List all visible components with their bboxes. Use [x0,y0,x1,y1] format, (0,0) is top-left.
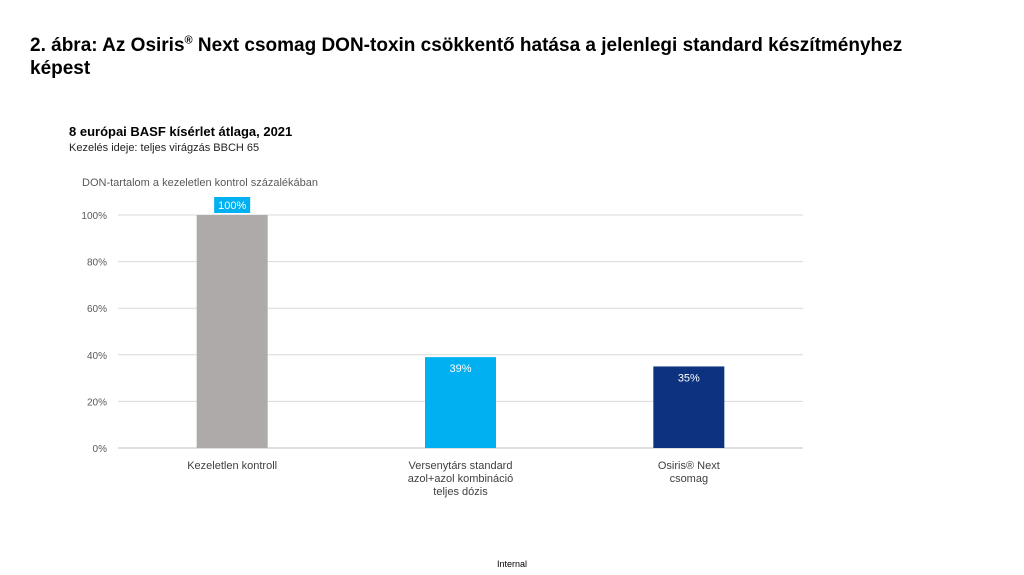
y-tick-label: 20% [87,397,107,408]
data-label: 39% [449,363,471,375]
y-axis-label: DON-tartalom a kezeletlen kontrol százal… [82,177,319,189]
x-tick-label: Osiris® Next [658,460,720,472]
data-label: 100% [218,200,246,212]
y-tick-label: 100% [81,211,107,222]
y-tick-label: 40% [87,351,107,362]
x-tick-label: Kezeletlen kontroll [187,460,277,472]
bar [425,357,496,448]
data-label: 35% [678,372,700,384]
bar [653,366,725,448]
classification-footer: Internal [496,559,528,569]
y-tick-label: 0% [93,444,108,455]
x-tick-label: azol+azol kombináció [408,473,513,485]
registered-mark: ® [184,34,193,47]
chart-title: 8 európai BASF kísérlet átlaga, 2021 [69,124,293,139]
data-label-box [214,197,251,213]
x-tick-label: teljes dózis [433,486,488,498]
bar [196,215,268,448]
figure-heading: 2. ábra: Az Osiris® Next csomag DON-toxi… [30,34,930,80]
heading-part-1: 2. ábra: Az Osiris [30,35,185,56]
y-tick-label: 80% [87,258,107,269]
heading-part-2: Next csomag DON-toxin csökkentő hatása a… [30,35,903,79]
y-tick-label: 60% [87,304,107,315]
chart-subtitle: Kezelés ideje: teljes virágzás BBCH 65 [69,142,260,154]
x-tick-label: csomag [670,473,709,485]
x-tick-label: Versenytárs standard [409,460,513,472]
